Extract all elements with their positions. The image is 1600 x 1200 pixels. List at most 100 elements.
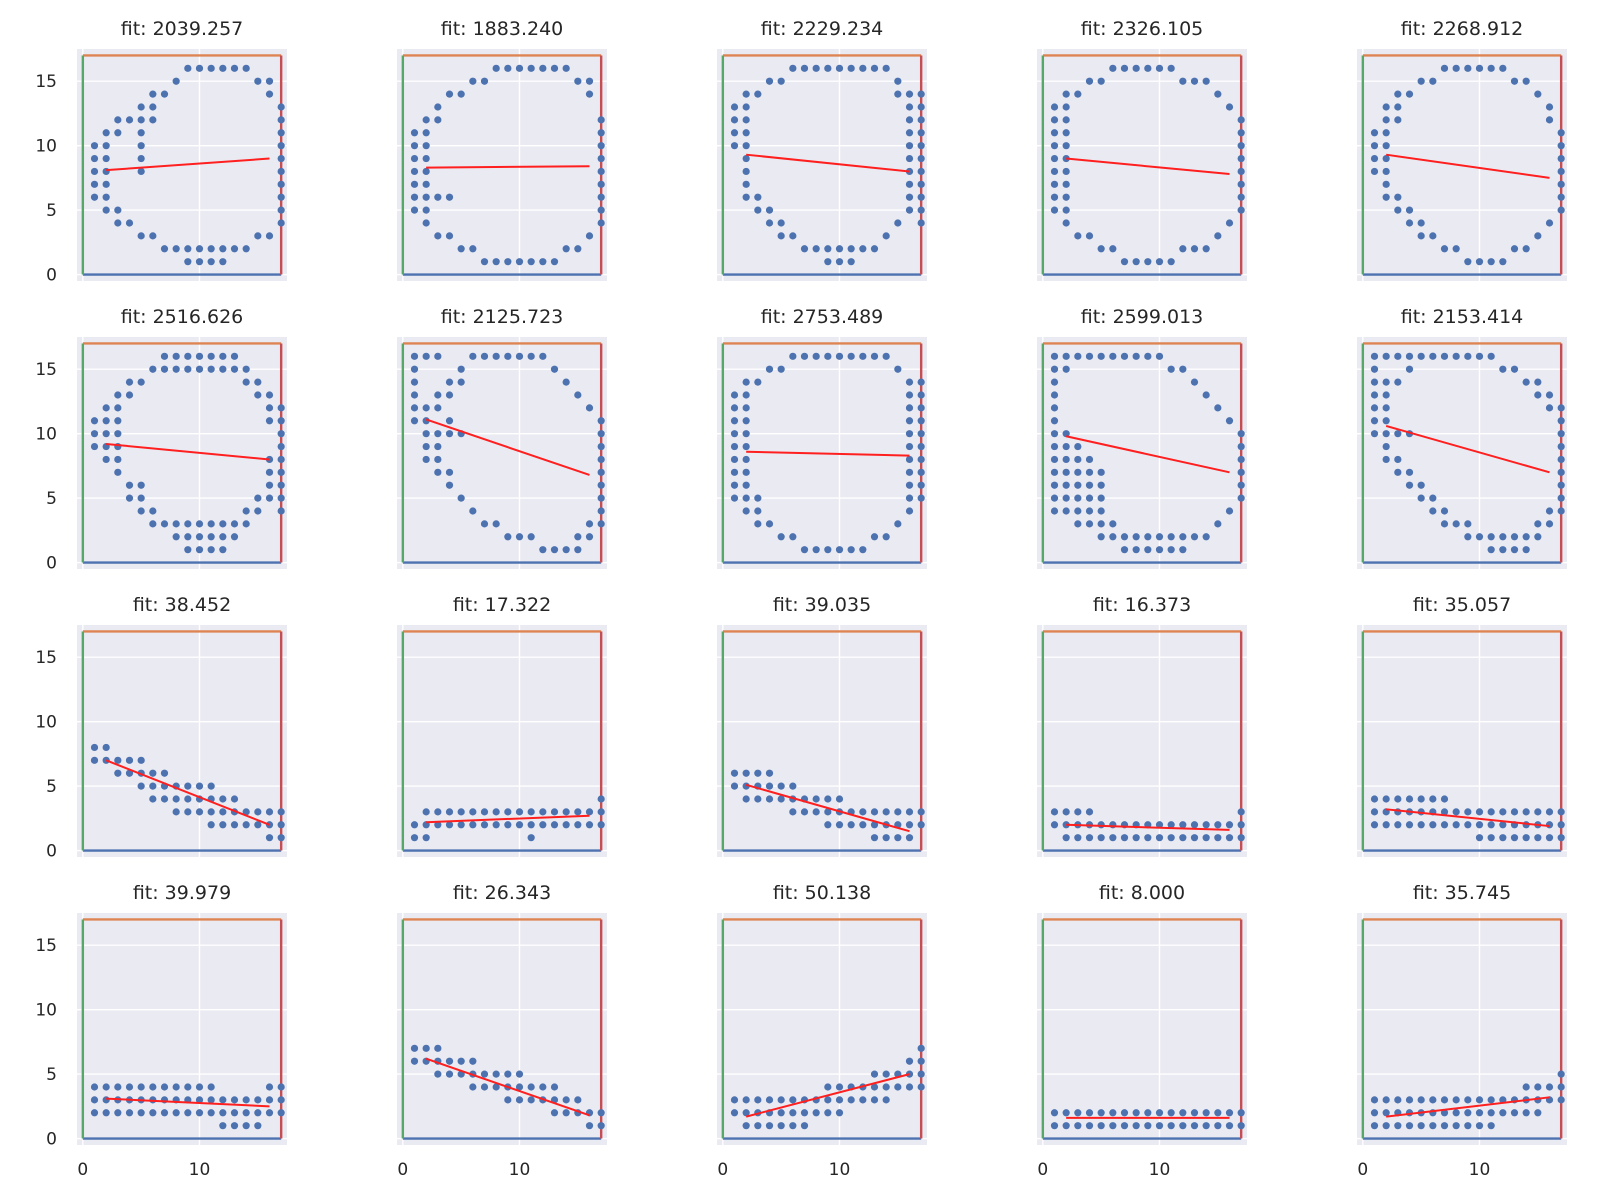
- data-point: [882, 1070, 890, 1078]
- data-point: [1237, 455, 1245, 464]
- data-point: [742, 1096, 750, 1104]
- data-point: [859, 245, 867, 253]
- data-point: [1370, 821, 1379, 829]
- data-point: [905, 206, 914, 214]
- data-point: [1225, 834, 1234, 842]
- data-point: [1202, 821, 1210, 829]
- data-point: [1417, 494, 1425, 502]
- subplot-title: fit: 17.322: [453, 594, 551, 616]
- data-point: [1440, 1096, 1449, 1104]
- data-point: [1144, 352, 1152, 360]
- data-point: [1382, 352, 1390, 360]
- data-point: [1522, 1109, 1530, 1117]
- data-point: [754, 193, 762, 201]
- data-point: [277, 142, 285, 150]
- data-point: [1074, 494, 1082, 502]
- data-point: [835, 1109, 844, 1117]
- data-point: [835, 821, 844, 829]
- data-point: [1429, 821, 1437, 829]
- data-point: [1050, 507, 1059, 515]
- data-point: [230, 352, 239, 360]
- data-point: [195, 1083, 204, 1091]
- data-point: [422, 154, 430, 163]
- data-point: [1382, 142, 1390, 150]
- data-point: [812, 245, 820, 253]
- data-point: [1179, 1109, 1187, 1117]
- data-point: [1370, 795, 1379, 803]
- data-point: [765, 1122, 774, 1130]
- data-point: [905, 142, 914, 150]
- data-point: [1557, 206, 1565, 214]
- data-point: [1074, 468, 1082, 476]
- data-point: [730, 404, 739, 412]
- data-point: [917, 391, 925, 399]
- data-point: [1382, 821, 1390, 829]
- data-point: [492, 1083, 500, 1091]
- data-point: [800, 64, 809, 72]
- data-point: [1120, 1109, 1129, 1117]
- data-point: [905, 821, 914, 829]
- data-point: [149, 769, 157, 777]
- data-point: [265, 1109, 274, 1117]
- data-point: [777, 1096, 785, 1104]
- data-point: [125, 494, 134, 502]
- plot-area: [77, 337, 287, 569]
- data-point: [422, 430, 430, 438]
- data-point: [242, 520, 250, 528]
- data-point: [754, 1122, 762, 1130]
- data-point: [1557, 468, 1565, 476]
- data-point: [1370, 154, 1379, 163]
- data-point: [219, 533, 227, 541]
- data-point: [434, 352, 442, 360]
- data-point: [550, 1109, 559, 1117]
- data-point: [125, 481, 134, 489]
- data-point: [1050, 193, 1059, 201]
- fit-line: [1386, 808, 1550, 828]
- data-point: [277, 808, 285, 816]
- data-point: [882, 64, 890, 72]
- data-point: [1050, 808, 1059, 816]
- data-point: [90, 1109, 99, 1117]
- data-point: [242, 245, 250, 253]
- data-point: [1097, 245, 1105, 253]
- y-tick-label: 10: [35, 425, 57, 445]
- y-tick-label: 10: [35, 713, 57, 733]
- data-point: [1417, 795, 1425, 803]
- data-point: [230, 520, 239, 528]
- data-point: [597, 520, 605, 528]
- fit-line: [1065, 435, 1230, 474]
- data-point: [882, 352, 890, 360]
- data-point: [1452, 808, 1460, 816]
- data-point: [219, 520, 227, 528]
- subplot-title: fit: 2153.414: [1401, 306, 1524, 328]
- data-point: [1225, 103, 1234, 111]
- data-point: [1475, 808, 1484, 816]
- data-point: [160, 1109, 169, 1117]
- data-point: [265, 417, 274, 425]
- data-point: [1225, 821, 1234, 829]
- data-point: [1475, 533, 1484, 541]
- data-point: [777, 219, 785, 227]
- data-point: [824, 1096, 832, 1104]
- data-point: [1452, 245, 1460, 253]
- data-point: [1382, 129, 1390, 137]
- data-point: [265, 481, 274, 489]
- data-point: [422, 808, 430, 816]
- data-point: [1394, 455, 1402, 464]
- data-point: [1394, 103, 1402, 111]
- data-point: [847, 352, 855, 360]
- data-point: [917, 430, 925, 438]
- data-point: [1464, 1109, 1472, 1117]
- data-point: [1109, 834, 1117, 842]
- data-point: [195, 352, 204, 360]
- data-point: [742, 180, 750, 188]
- data-point: [730, 103, 739, 111]
- subplot-title: fit: 38.452: [133, 594, 231, 616]
- data-point: [824, 258, 832, 266]
- data-point: [1522, 533, 1530, 541]
- data-point: [445, 417, 454, 425]
- data-point: [184, 352, 192, 360]
- data-point: [480, 1083, 489, 1091]
- subplot-11: fit: 38.452 0 5 10 15: [35, 594, 287, 862]
- data-point: [90, 756, 99, 764]
